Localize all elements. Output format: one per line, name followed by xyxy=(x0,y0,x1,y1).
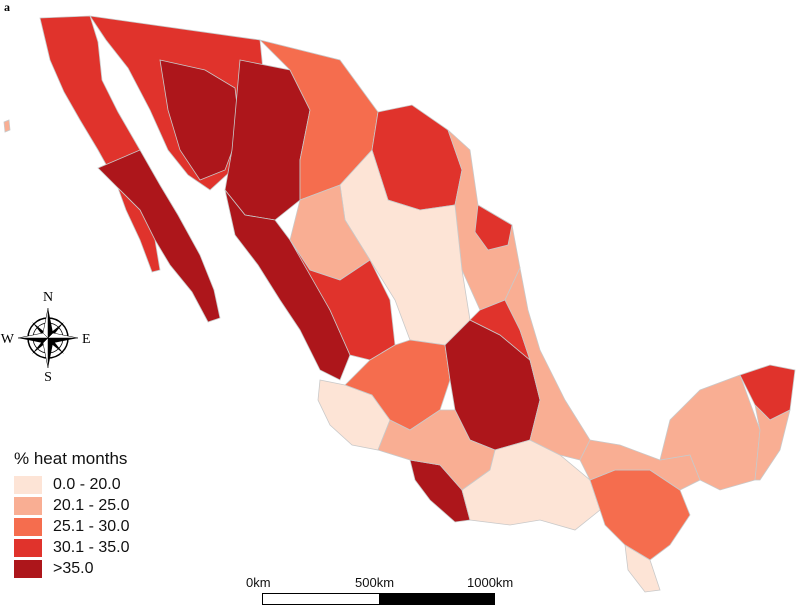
legend: % heat months 0.0 - 20.0 20.1 - 25.0 25.… xyxy=(14,449,130,579)
compass-south-label: S xyxy=(44,370,52,385)
legend-swatch xyxy=(14,559,42,578)
legend-swatch xyxy=(14,475,42,494)
region-chiapas-south xyxy=(624,544,661,593)
panel-label: a xyxy=(4,0,10,14)
scale-label-1000: 1000km xyxy=(467,575,514,590)
legend-item: 0.0 - 20.0 xyxy=(14,474,130,495)
region-quintana-roo xyxy=(754,403,791,481)
compass-east-label: E xyxy=(82,332,91,347)
compass-rose: N S E W xyxy=(1,290,91,385)
legend-label: 25.1 - 30.0 xyxy=(53,517,130,535)
legend-label: 0.0 - 20.0 xyxy=(53,475,121,493)
scale-bar-black-segment xyxy=(378,594,494,604)
region-durango xyxy=(289,239,396,361)
region-oaxaca xyxy=(461,439,601,531)
scale-label-500: 500km xyxy=(355,575,395,590)
legend-swatch xyxy=(14,538,42,557)
legend-swatch xyxy=(14,517,42,536)
legend-item: 30.1 - 35.0 xyxy=(14,537,130,558)
legend-item: 25.1 - 30.0 xyxy=(14,516,130,537)
compass-north-label: N xyxy=(43,290,53,305)
compass-west-label: W xyxy=(1,332,15,347)
region-sinaloa xyxy=(224,189,351,381)
legend-item: >35.0 xyxy=(14,558,130,579)
region-northwest-2 xyxy=(159,59,241,181)
region-island xyxy=(3,119,11,133)
region-baja-mid xyxy=(117,187,161,273)
legend-label: 30.1 - 35.0 xyxy=(53,538,130,556)
region-tamaulipas-north xyxy=(474,204,513,251)
legend-swatch xyxy=(14,496,42,515)
legend-label: >35.0 xyxy=(53,559,94,577)
region-tabasco xyxy=(579,439,701,491)
scale-bar xyxy=(262,593,495,605)
region-guerrero-inland xyxy=(377,409,496,491)
legend-item: 20.1 - 25.0 xyxy=(14,495,130,516)
scale-bar-white-segment xyxy=(263,594,379,604)
legend-title: % heat months xyxy=(14,449,128,468)
scale-label-0: 0km xyxy=(246,575,271,590)
legend-label: 20.1 - 25.0 xyxy=(53,496,130,514)
